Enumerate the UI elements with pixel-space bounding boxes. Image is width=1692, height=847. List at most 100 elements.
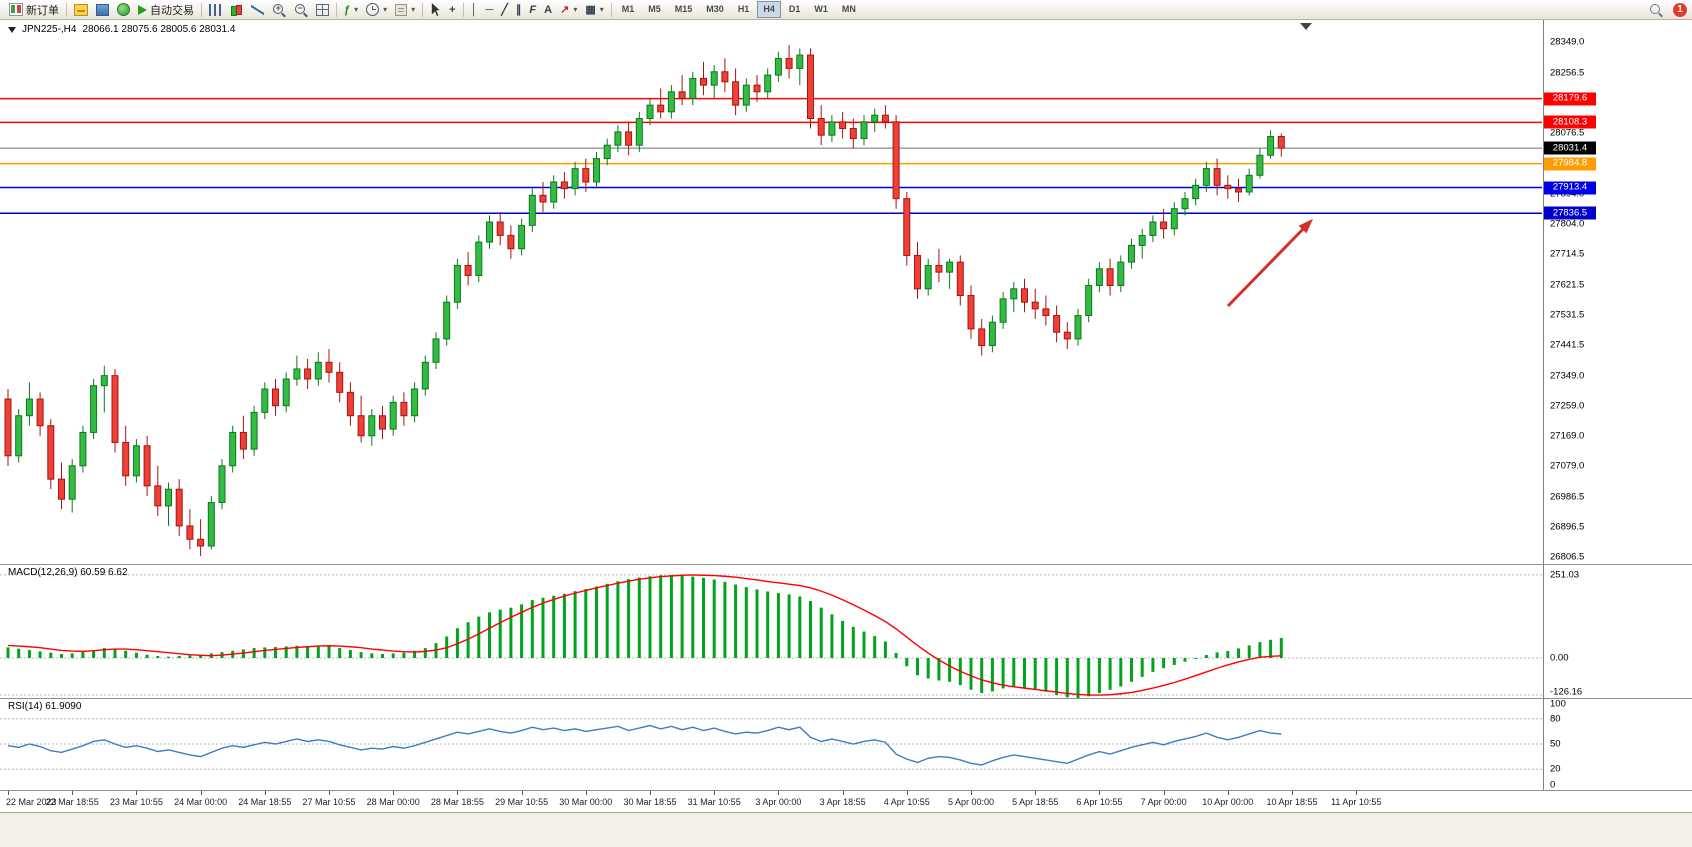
panel-separator[interactable] (0, 564, 1692, 565)
candlestick-type-button[interactable] (226, 1, 247, 19)
new-order-button[interactable]: 新订单 (5, 1, 63, 19)
current-price-badge: 28031.4 (1544, 141, 1596, 155)
rsi-axis-label: 0 (1550, 779, 1556, 791)
time-tick (906, 791, 908, 795)
line-chart-icon (251, 3, 264, 16)
strategy-tester-button[interactable] (113, 1, 134, 19)
time-axis-label: 7 Apr 00:00 (1140, 797, 1187, 807)
trend-arrow[interactable] (1226, 224, 1308, 308)
shapes-tool-icon: ▦ (585, 3, 596, 16)
timeframe-button-d1[interactable]: D1 (788, 4, 801, 14)
symbol-period-label: JPN225-,H4 (22, 24, 77, 35)
time-tick (72, 791, 74, 795)
price-axis-label: 26986.5 (1550, 491, 1585, 503)
time-tick (1163, 791, 1165, 795)
time-axis-label: 22 Mar 18:55 (45, 797, 99, 807)
charts-icon (74, 3, 88, 16)
cursor-tool-button[interactable] (426, 1, 445, 19)
zoom-in-button[interactable]: + (268, 1, 290, 19)
price-axis[interactable]: 28179.6 28108.3 27984.8 27913.4 27836.5 28031… (0, 20, 1692, 564)
timeframe-button-mn[interactable]: MN (841, 4, 856, 14)
market-watch-button[interactable] (92, 1, 113, 19)
macd-axis-label: 251.03 (1550, 569, 1580, 581)
timeframe-button-m1[interactable]: M1 (621, 4, 635, 14)
main-chart-canvas[interactable] (0, 20, 1692, 564)
chevron-down-icon: ▾ (383, 4, 388, 14)
timeframe-button-h1[interactable]: H1 (737, 4, 750, 14)
zoom-out-button[interactable]: − (290, 1, 312, 19)
macd-signal-line (7, 574, 1282, 696)
channel-tool-button[interactable]: ∥ (512, 1, 526, 19)
time-axis-label: 4 Apr 10:55 (883, 797, 930, 807)
charts-button[interactable] (70, 1, 92, 19)
autotrading-label: 自动交易 (150, 4, 194, 17)
chart-bottom-border (0, 812, 1692, 813)
chart-shift-marker-icon[interactable] (1300, 23, 1312, 30)
macd-axis[interactable]: 251.03 0.00 -126.16 (0, 564, 1692, 698)
price-level-badge: 27984.8 (1544, 157, 1596, 171)
time-tick (200, 791, 202, 795)
time-tick (1035, 791, 1037, 795)
chevron-down-icon: ▾ (599, 4, 604, 14)
time-tick (1292, 791, 1293, 795)
crosshair-icon: + (449, 3, 456, 16)
templates-button[interactable]: ▾ (391, 1, 419, 19)
fibonacci-tool-button[interactable]: F (525, 1, 540, 19)
notification-badge[interactable]: 1 (1673, 2, 1687, 17)
new-order-icon (9, 3, 23, 16)
time-axis-label: 28 Mar 18:55 (430, 797, 484, 807)
time-axis[interactable]: 22 Mar 2023 22 Mar 18:55 23 Mar 10:55 24 Ma… (0, 790, 1692, 812)
timeframe-button-m5[interactable]: M5 (648, 4, 661, 14)
time-tick (714, 791, 716, 795)
trendline-tool-button[interactable]: ╱ (497, 1, 512, 19)
time-tick (521, 791, 523, 795)
periods-button[interactable]: ▾ (362, 1, 391, 19)
bar-chart-type-button[interactable] (205, 1, 226, 19)
price-axis-label: 26896.5 (1550, 521, 1585, 533)
timeframe-button-h4[interactable]: H4 (757, 1, 781, 18)
price-axis-label: 28256.5 (1550, 67, 1585, 79)
rsi-axis-label: 50 (1550, 738, 1561, 750)
vertical-line-tool-button[interactable]: │ (467, 1, 482, 19)
toolbar-separator (201, 2, 202, 17)
line-chart-type-button[interactable] (247, 1, 268, 19)
autotrading-button[interactable]: 自动交易 (134, 1, 198, 19)
timeframe-button-m15[interactable]: M15 (674, 4, 693, 14)
horizontal-line-icon: ─ (485, 3, 494, 16)
timeframe-button-m30[interactable]: M30 (706, 4, 724, 14)
shapes-tool-button[interactable]: ▦ ▾ (581, 1, 607, 19)
indicators-button[interactable]: ƒ ▾ (340, 1, 362, 19)
arrows-tool-button[interactable]: ↗ ▾ (556, 1, 581, 19)
search-button[interactable] (1645, 1, 1667, 19)
text-tool-button[interactable]: A (540, 1, 556, 19)
one-click-trading-icon[interactable] (8, 26, 16, 33)
autotrading-play-icon (138, 4, 147, 15)
time-axis-label: 3 Apr 00:00 (755, 797, 802, 807)
rsi-panel-canvas[interactable] (0, 698, 1692, 790)
chart-window[interactable]: JPN225-,H4 28066.1 28075.6 28005.6 28031… (0, 20, 1692, 813)
timeframe-button-w1[interactable]: W1 (814, 4, 828, 14)
rsi-axis-label: 100 (1550, 698, 1566, 710)
rsi-line (7, 724, 1282, 766)
price-axis-label: 27349.0 (1550, 370, 1585, 382)
template-icon (395, 3, 408, 16)
price-axis-label: 27169.0 (1550, 430, 1585, 442)
price-axis-label: 26806.5 (1550, 551, 1585, 563)
rsi-label: RSI(14) 61.9090 (8, 701, 82, 712)
panel-separator[interactable] (0, 698, 1692, 699)
crosshair-tool-button[interactable]: + (445, 1, 459, 19)
price-level-badge: 28108.3 (1544, 115, 1596, 129)
time-axis-label: 24 Mar 18:55 (238, 797, 292, 807)
horizontal-line-tool-button[interactable]: ─ (481, 1, 497, 19)
time-axis-label: 24 Mar 00:00 (174, 797, 228, 807)
time-tick (842, 791, 844, 795)
time-axis-label: 30 Mar 18:55 (623, 797, 677, 807)
time-axis-label: 28 Mar 00:00 (366, 797, 420, 807)
ohlc-values-label: 28066.1 28075.6 28005.6 28031.4 (82, 24, 236, 35)
toolbar-separator (422, 2, 424, 17)
tile-windows-button[interactable] (312, 1, 333, 19)
macd-axis-label: 0.00 (1550, 652, 1569, 664)
macd-panel-canvas[interactable] (0, 564, 1692, 698)
time-tick (778, 791, 780, 795)
rsi-axis[interactable]: 100 80 50 20 0 (0, 698, 1692, 791)
